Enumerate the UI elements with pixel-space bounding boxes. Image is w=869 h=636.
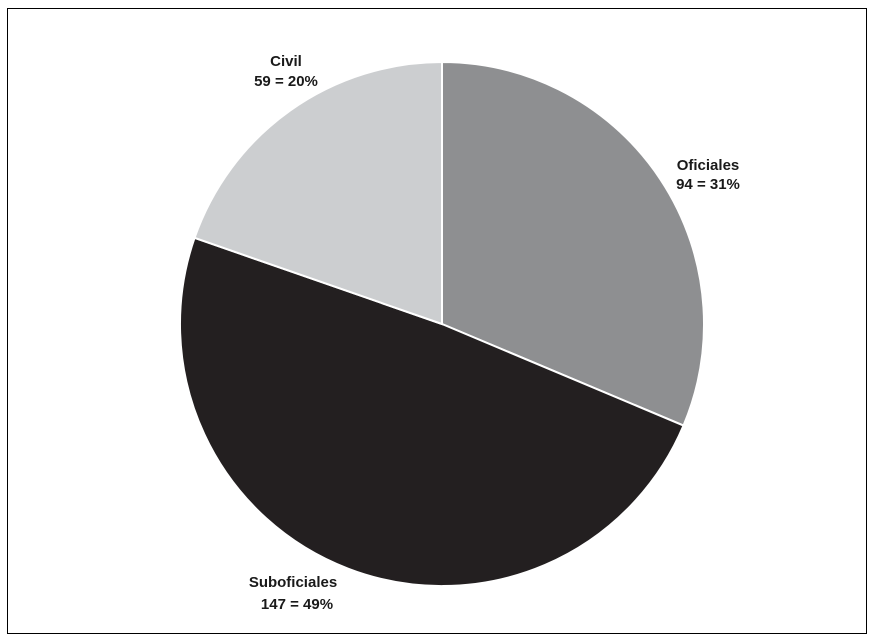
pie-slice-oficiales [441,60,705,427]
slice-label-suboficiales-value: 147 = 49% [261,596,333,613]
slice-label-oficiales-name: Oficiales [677,157,740,174]
slice-label-oficiales: Oficiales 94 = 31% [676,157,740,193]
pie-slices [179,60,705,588]
slice-label-suboficiales: Suboficiales 147 = 49% [249,574,337,613]
pie-slice-civil [193,60,443,326]
slice-label-suboficiales-name: Suboficiales [249,574,337,591]
slice-label-oficiales-value: 94 = 31% [676,176,740,193]
slice-label-civil-value: 59 = 20% [254,73,318,90]
pie-slice-suboficiales [179,236,685,588]
slice-label-civil-name: Civil [270,53,302,70]
slice-label-civil: Civil 59 = 20% [254,53,318,90]
